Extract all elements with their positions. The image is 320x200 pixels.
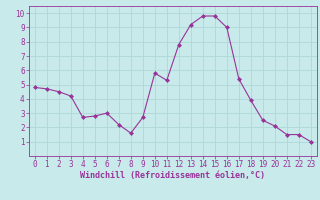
X-axis label: Windchill (Refroidissement éolien,°C): Windchill (Refroidissement éolien,°C) (80, 171, 265, 180)
